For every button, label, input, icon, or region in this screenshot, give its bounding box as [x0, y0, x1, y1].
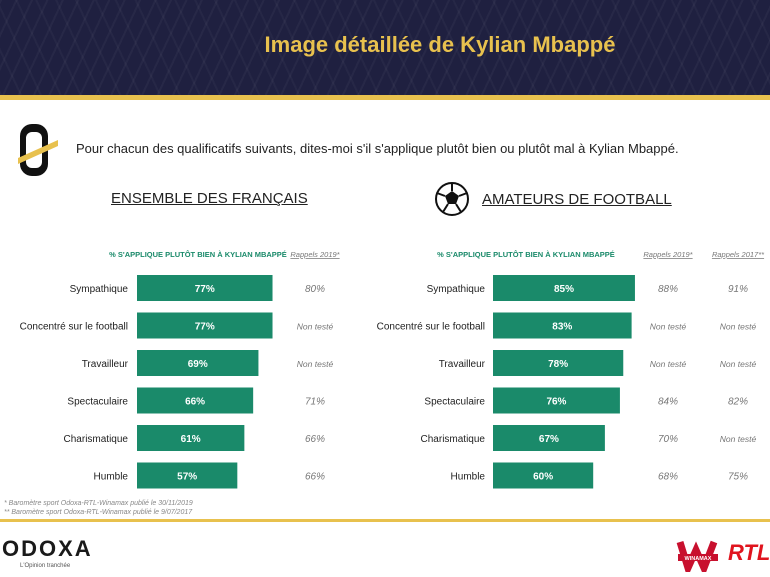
category-label: Concentré sur le football — [377, 322, 485, 333]
bar-value-label: 66% — [185, 397, 205, 408]
recall-header: Rappels 2017** — [712, 250, 765, 259]
recall-value: 80% — [305, 284, 325, 295]
chart-amateurs-de-football: % S'APPLIQUE PLUTÔT BIEN À KYLIAN MBAPPÉ… — [377, 250, 765, 489]
header-divider — [0, 95, 770, 100]
recall-value: Non testé — [297, 322, 334, 332]
recall-value: Non testé — [650, 359, 687, 369]
panel-title-right: AMATEURS DE FOOTBALL — [482, 191, 672, 208]
recall-value: Non testé — [720, 434, 757, 444]
recall-value: 91% — [728, 284, 748, 295]
question-text: Pour chacun des qualificatifs suivants, … — [76, 141, 679, 156]
winamax-wordmark: WINAMAX — [685, 556, 712, 562]
recall-header: Rappels 2019* — [643, 250, 693, 259]
series-header: % S'APPLIQUE PLUTÔT BIEN À KYLIAN MBAPPÉ — [437, 250, 615, 259]
bar-value-label: 77% — [195, 322, 215, 333]
category-label: Spectaculaire — [424, 397, 485, 408]
recall-value: Non testé — [720, 322, 757, 332]
bar — [137, 275, 273, 301]
bar — [137, 350, 259, 376]
footer-divider — [0, 519, 770, 522]
bar-value-label: 67% — [539, 434, 559, 445]
header-banner: Image détaillée de Kylian Mbappé — [0, 0, 770, 95]
recall-value: 75% — [728, 472, 748, 483]
bar-value-label: 61% — [181, 434, 201, 445]
category-label: Humble — [451, 472, 486, 483]
recall-value: 68% — [658, 472, 678, 483]
winamax-logo: WINAMAX — [676, 540, 718, 572]
bar — [137, 462, 238, 489]
footnote-1: * Baromètre sport Odoxa-RTL-Winamax publ… — [4, 500, 193, 507]
bar-value-label: 77% — [195, 284, 215, 295]
bar-value-label: 85% — [554, 284, 574, 295]
category-label: Humble — [94, 472, 129, 483]
bar — [493, 387, 620, 414]
bar — [493, 462, 594, 489]
category-label: Sympathique — [70, 284, 129, 295]
recall-value: 88% — [658, 284, 678, 295]
series-header: % S'APPLIQUE PLUTÔT BIEN À KYLIAN MBAPPÉ — [109, 250, 287, 259]
recall-value: 66% — [305, 434, 325, 445]
recall-value: 70% — [658, 434, 678, 445]
bar — [493, 312, 632, 339]
bar-value-label: 57% — [177, 472, 197, 483]
recall-value: 66% — [305, 472, 325, 483]
page-title: Image détaillée de Kylian Mbappé — [264, 32, 616, 57]
category-label: Spectaculaire — [67, 397, 128, 408]
bar-value-label: 60% — [533, 472, 553, 483]
bar — [493, 275, 635, 301]
recall-value: Non testé — [650, 322, 687, 332]
bar-value-label: 78% — [548, 359, 568, 370]
recall-value: Non testé — [297, 359, 334, 369]
category-label: Concentré sur le football — [20, 322, 128, 333]
rtl-logo: RTL — [728, 540, 770, 565]
footnote-2: ** Baromètre sport Odoxa-RTL-Winamax pub… — [4, 509, 193, 516]
bar-value-label: 83% — [552, 322, 572, 333]
odoxa-question-icon — [18, 124, 58, 176]
bar — [137, 425, 245, 451]
recall-value: Non testé — [720, 359, 757, 369]
recall-value: 84% — [658, 397, 678, 408]
recall-value: 71% — [305, 397, 325, 408]
category-label: Travailleur — [82, 359, 129, 370]
category-label: Charismatique — [421, 434, 486, 445]
recall-header: Rappels 2019* — [290, 250, 340, 259]
category-label: Sympathique — [427, 284, 486, 295]
bar — [137, 312, 273, 339]
bar — [493, 350, 624, 376]
bar-value-label: 69% — [188, 359, 208, 370]
category-label: Charismatique — [64, 434, 129, 445]
bar-value-label: 76% — [546, 397, 566, 408]
bar — [137, 387, 254, 414]
odoxa-tagline: L'Opinion tranchée — [20, 563, 71, 569]
chart-ensemble-des-francais: % S'APPLIQUE PLUTÔT BIEN À KYLIAN MBAPPÉ… — [20, 250, 341, 489]
category-label: Travailleur — [439, 359, 486, 370]
odoxa-logo: ODOXA — [2, 536, 93, 561]
recall-value: 82% — [728, 397, 748, 408]
panel-title-left: ENSEMBLE DES FRANÇAIS — [111, 190, 308, 207]
football-icon — [435, 182, 469, 216]
bar — [493, 425, 605, 451]
